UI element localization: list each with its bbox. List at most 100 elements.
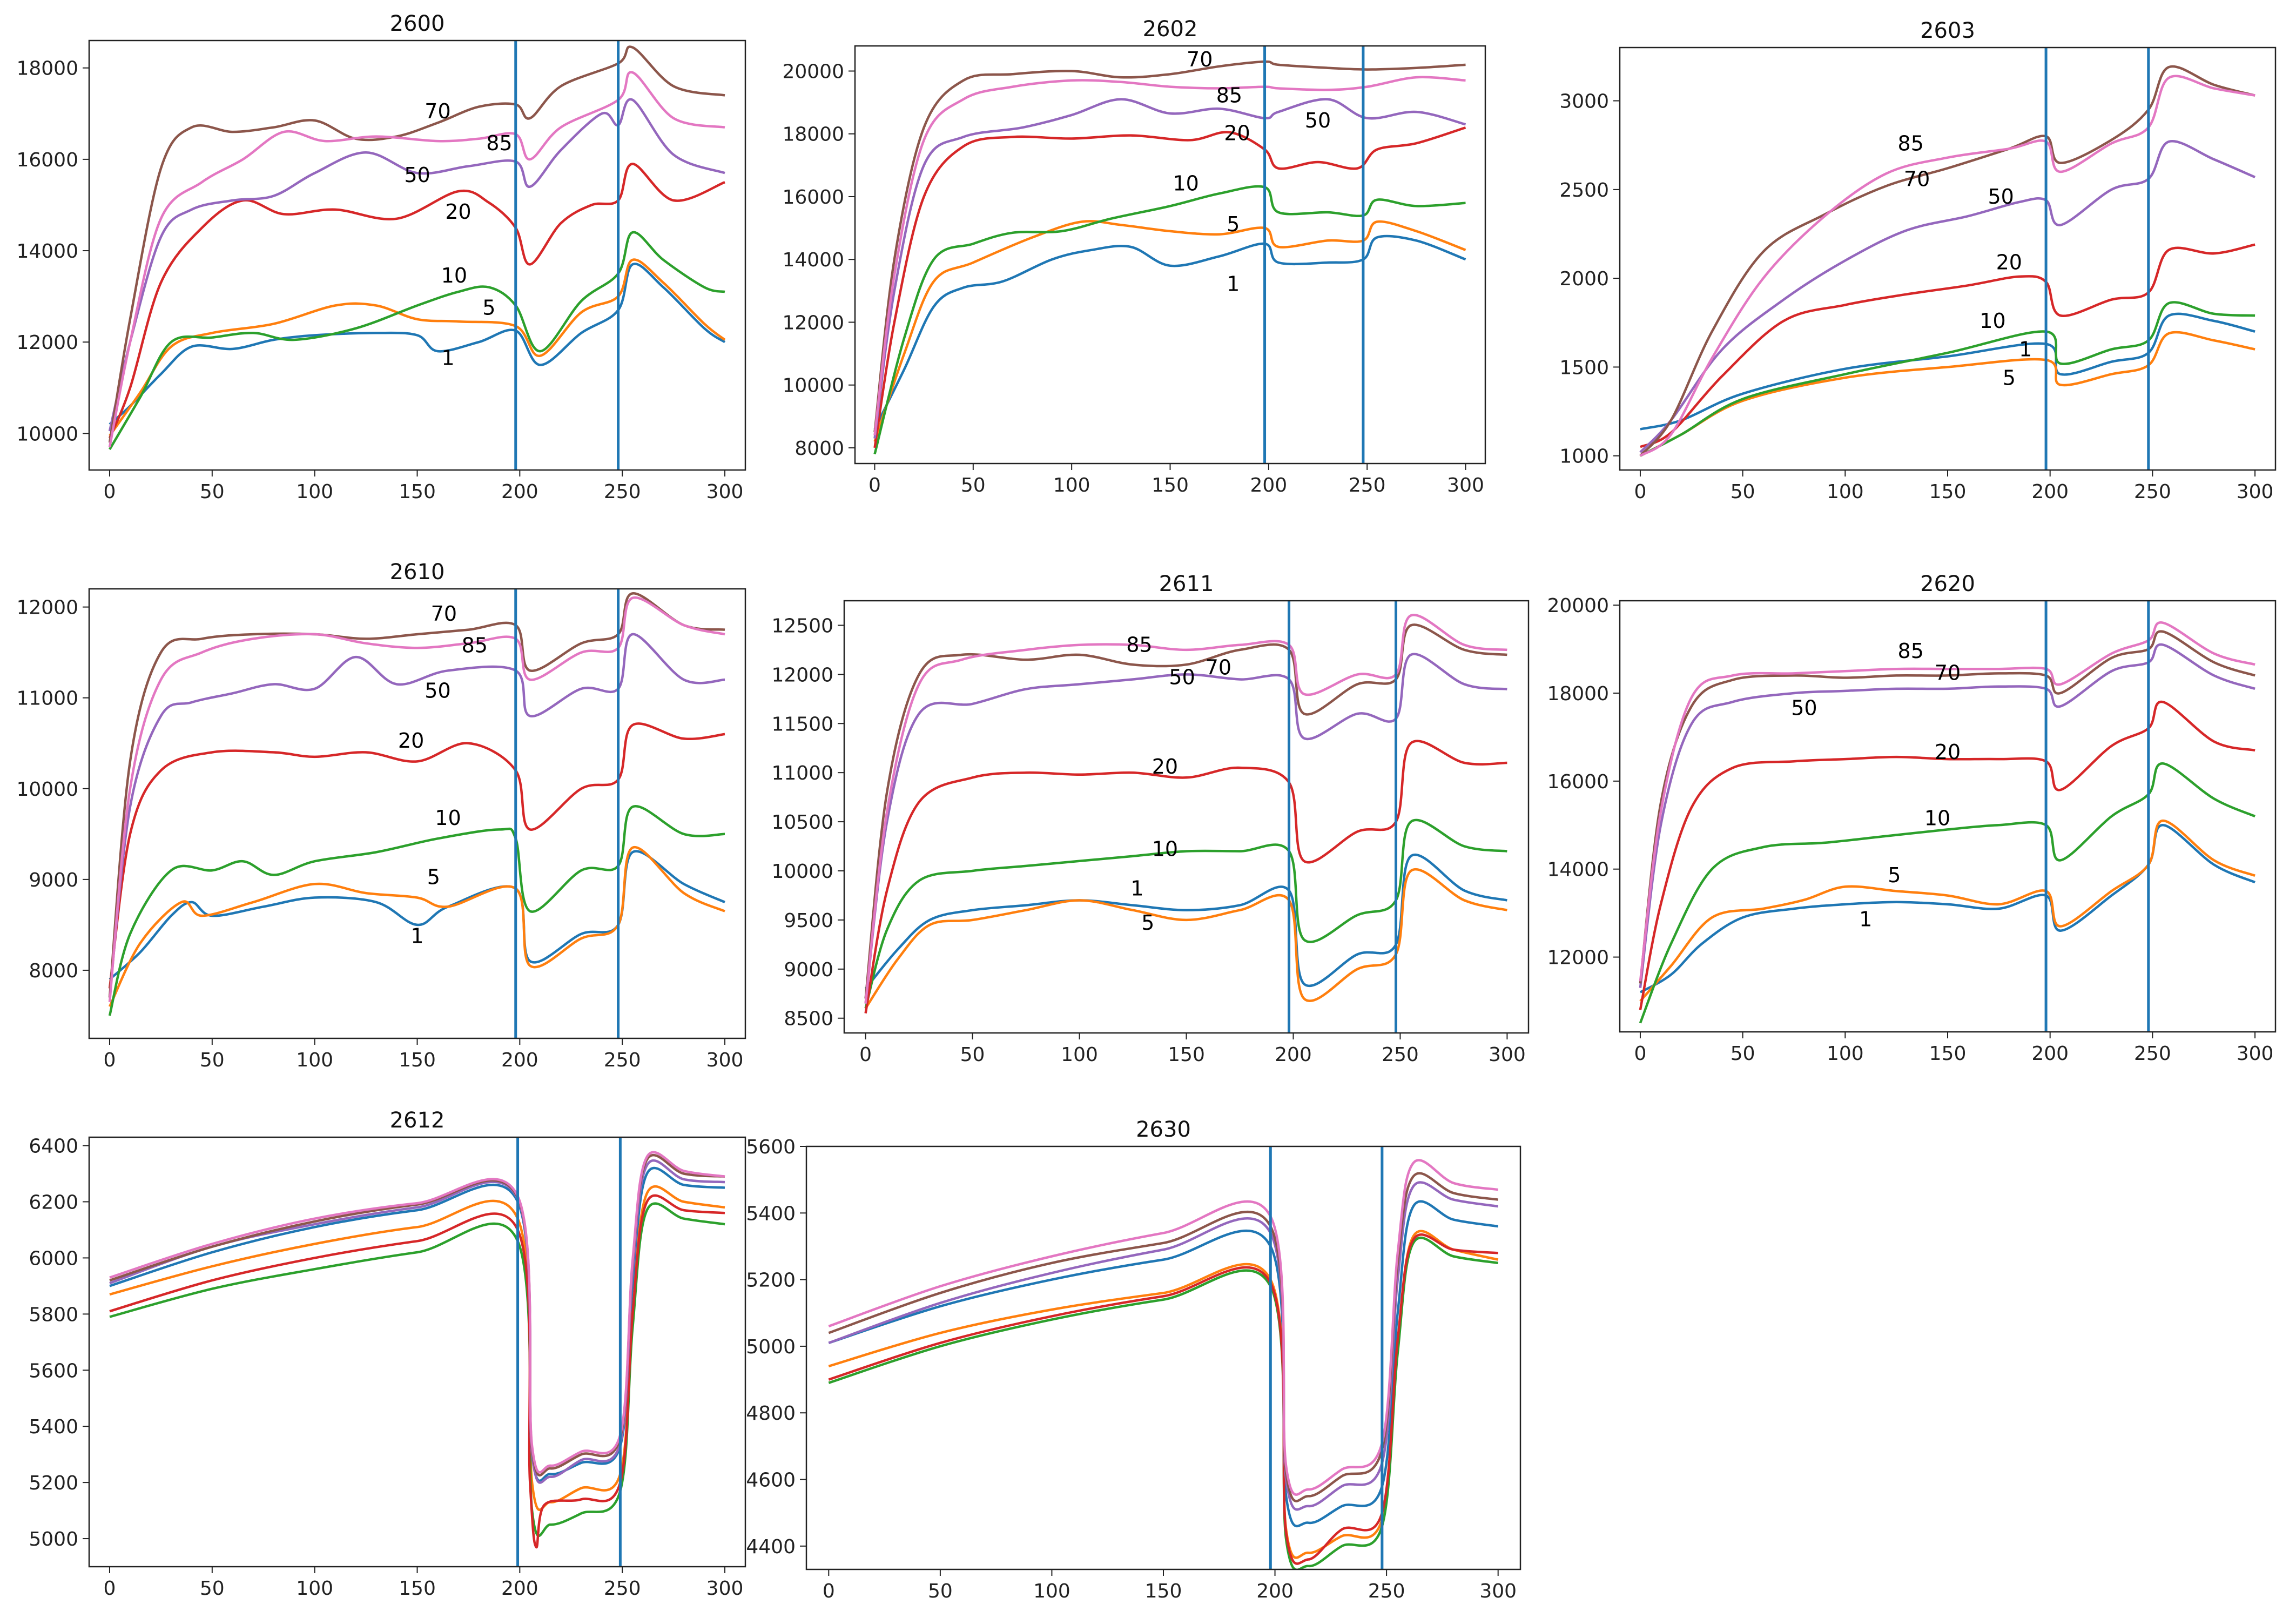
y-tick-label: 10000 [771,861,833,883]
series-label-5: 5 [482,296,495,319]
y-tick-label: 10000 [16,423,78,445]
axes-frame [1619,600,2277,1033]
x-tick-label: 100 [1827,481,1864,503]
series-line-5 [109,1185,725,1511]
series-line-1 [1639,824,2255,994]
series-line-10 [1639,762,2255,1024]
series-line-10 [873,185,1466,455]
series-line-20 [109,1194,725,1548]
series-label-50: 50 [425,679,450,703]
y-tick-label: 16000 [782,186,844,209]
chart-title: 2611 [1159,572,1214,596]
series-group [1639,65,2255,457]
series-line-85 [1639,75,2255,457]
y-tick-label: 12000 [771,664,833,686]
series-label-10: 10 [441,264,467,287]
chart-title: 2610 [390,560,445,585]
y-tick-label: 12000 [782,312,844,334]
y-tick-label: 5000 [746,1336,796,1358]
series-label-70: 70 [1187,48,1213,71]
y-tick-label: 12000 [16,597,78,619]
y-tick-label: 6000 [29,1247,78,1270]
x-tick-label: 300 [706,1049,744,1071]
axes-frame [843,600,1530,1034]
series-line-20 [108,722,725,989]
x-tick-label: 250 [2134,1043,2171,1065]
x-tick-label: 150 [1929,1043,1967,1065]
x-tick-label: 50 [200,1049,225,1071]
series-label-85: 85 [462,634,488,657]
chart-title: 2620 [1920,572,1975,596]
series-line-20 [873,126,1466,448]
series-label-70: 70 [425,99,450,123]
series-label-85: 85 [1898,639,1924,663]
axes-frame [1619,46,2277,471]
x-tick-label: 200 [2031,481,2069,503]
x-tick-label: 100 [296,1578,333,1600]
series-label-10: 10 [1979,309,2005,333]
x-tick-label: 0 [823,1580,835,1602]
y-tick-label: 1000 [1559,446,1609,468]
series-label-85: 85 [486,131,512,155]
series-label-10: 10 [1924,806,1950,830]
x-tick-label: 50 [961,474,986,496]
y-tick-label: 12000 [16,332,78,354]
x-tick-label: 300 [706,1578,744,1600]
y-tick-label: 16000 [1547,771,1609,793]
chart-title: 2630 [1136,1117,1191,1142]
series-line-20 [828,1233,1498,1565]
y-tick-label: 10000 [782,375,844,397]
x-tick-label: 250 [604,481,641,503]
series-line-10 [109,231,725,451]
x-tick-label: 0 [104,1578,116,1600]
series-line-50 [1639,140,2255,453]
series-line-70 [864,623,1507,999]
x-tick-label: 150 [1168,1044,1205,1066]
series-line-70 [108,45,725,443]
series-group [108,45,726,451]
series-line-85 [864,614,1507,1004]
series-line-5 [1639,819,2255,1002]
x-tick-label: 0 [104,481,116,503]
x-tick-label: 0 [104,1049,116,1071]
x-tick-label: 200 [501,481,538,503]
series-line-50 [828,1181,1499,1511]
axes-frame [805,1145,1521,1570]
x-tick-label: 250 [1349,474,1386,496]
series-line-1 [1640,312,2255,431]
y-tick-label: 18000 [16,58,78,80]
series-group [828,1159,1499,1569]
y-tick-label: 5400 [746,1203,796,1225]
y-tick-label: 11500 [771,713,833,735]
y-tick-label: 14000 [782,249,844,271]
series-line-50 [108,633,725,998]
series-label-1: 1 [441,346,454,370]
series-line-85 [828,1159,1499,1496]
series-label-50: 50 [1988,185,2014,209]
x-tick-label: 200 [1256,1580,1294,1602]
chart-title: 2602 [1143,17,1198,42]
series-label-5: 5 [1888,863,1901,887]
x-tick-label: 300 [1489,1044,1526,1066]
series-line-70 [1639,630,2255,984]
series-label-50: 50 [1791,696,1817,720]
series-line-20 [1639,243,2255,448]
x-tick-label: 50 [928,1580,953,1602]
series-label-5: 5 [2003,366,2016,390]
series-line-10 [864,818,1507,1009]
series-label-20: 20 [398,729,424,753]
series-line-5 [873,220,1466,442]
x-tick-label: 250 [2134,481,2171,503]
x-tick-label: 50 [1731,481,1755,503]
y-tick-label: 9000 [784,959,833,981]
series-line-70 [873,60,1466,433]
series-label-50: 50 [1305,109,1331,132]
x-tick-label: 100 [1827,1043,1864,1065]
x-tick-label: 200 [1250,474,1287,496]
axes-frame [88,1136,746,1568]
series-line-50 [1639,643,2255,988]
